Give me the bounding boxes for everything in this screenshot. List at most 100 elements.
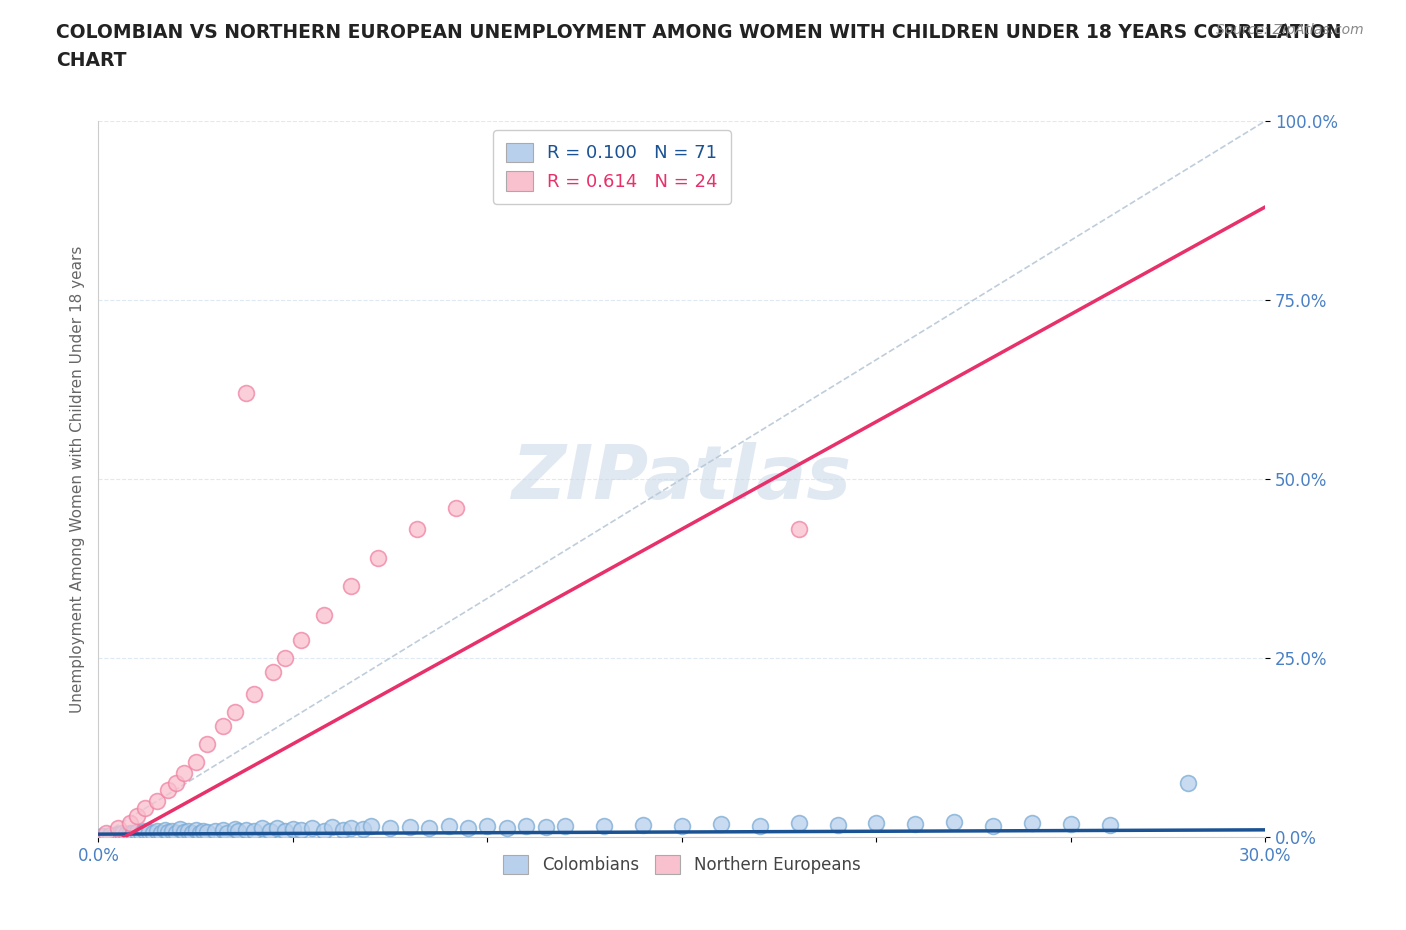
Point [129, 825, 152, 840]
Point [943, 815, 966, 830]
Point [224, 704, 246, 719]
Point [904, 817, 927, 831]
Point [228, 824, 250, 839]
Point [127, 808, 149, 823]
Point [787, 522, 810, 537]
Point [122, 826, 145, 841]
Point [340, 578, 363, 594]
Point [332, 822, 354, 837]
Point [1098, 817, 1121, 832]
Point [496, 820, 519, 835]
Point [360, 818, 382, 833]
Point [406, 522, 429, 537]
Point [457, 821, 479, 836]
Point [1021, 816, 1043, 830]
Text: Source: ZipAtlas.com: Source: ZipAtlas.com [1216, 23, 1364, 37]
Point [266, 820, 288, 835]
Point [138, 825, 160, 840]
Point [243, 823, 266, 838]
Point [215, 825, 238, 840]
Point [534, 819, 557, 834]
Point [243, 686, 266, 701]
Point [193, 824, 215, 839]
Point [398, 819, 420, 834]
Legend: Colombians, Northern Europeans: Colombians, Northern Europeans [495, 847, 869, 883]
Point [134, 801, 156, 816]
Point [321, 819, 343, 834]
Point [180, 825, 202, 840]
Point [710, 817, 733, 831]
Point [259, 824, 281, 839]
Point [593, 818, 616, 833]
Point [1177, 776, 1199, 790]
Point [477, 818, 499, 833]
Point [127, 825, 149, 840]
Point [107, 821, 129, 836]
Point [301, 820, 323, 835]
Point [162, 824, 184, 839]
Point [111, 826, 134, 841]
Point [204, 823, 226, 838]
Point [281, 822, 304, 837]
Point [142, 826, 165, 841]
Point [134, 824, 156, 839]
Point [865, 816, 887, 830]
Point [184, 822, 207, 837]
Point [274, 823, 297, 838]
Point [165, 825, 187, 840]
Point [153, 822, 176, 837]
Point [290, 632, 312, 647]
Point [981, 818, 1004, 833]
Point [367, 551, 389, 565]
Point [235, 386, 257, 401]
Point [827, 817, 849, 832]
Point [554, 818, 576, 833]
Point [188, 826, 211, 841]
Y-axis label: Unemployment Among Women with Children Under 18 years: Unemployment Among Women with Children U… [69, 246, 84, 712]
Point [235, 822, 257, 837]
Point [184, 754, 207, 769]
Point [262, 665, 284, 680]
Point [274, 651, 297, 666]
Point [212, 719, 235, 734]
Point [748, 818, 770, 833]
Point [352, 822, 374, 837]
Point [157, 825, 180, 840]
Point [96, 826, 118, 841]
Point [787, 816, 810, 830]
Point [146, 794, 169, 809]
Point [446, 500, 468, 515]
Point [340, 821, 363, 836]
Point [1060, 817, 1083, 831]
Point [418, 820, 440, 835]
Point [312, 823, 335, 838]
Point [114, 827, 136, 842]
Point [149, 825, 172, 840]
Point [312, 607, 335, 622]
Point [195, 737, 218, 751]
Point [195, 825, 218, 840]
Text: ZIPatlas: ZIPatlas [512, 443, 852, 515]
Text: COLOMBIAN VS NORTHERN EUROPEAN UNEMPLOYMENT AMONG WOMEN WITH CHILDREN UNDER 18 Y: COLOMBIAN VS NORTHERN EUROPEAN UNEMPLOYM… [56, 23, 1341, 42]
Point [671, 818, 693, 833]
Point [250, 821, 273, 836]
Point [118, 825, 141, 840]
Point [91, 829, 114, 844]
Point [146, 823, 169, 838]
Point [98, 828, 121, 843]
Point [631, 817, 654, 832]
Point [169, 822, 191, 837]
Point [437, 818, 460, 833]
Point [177, 823, 200, 838]
Point [212, 822, 235, 837]
Point [380, 821, 402, 836]
Point [290, 822, 312, 837]
Text: CHART: CHART [56, 51, 127, 70]
Point [107, 827, 129, 842]
Point [118, 816, 141, 830]
Point [173, 825, 195, 840]
Point [157, 783, 180, 798]
Point [224, 822, 246, 837]
Point [165, 776, 187, 790]
Point [173, 765, 195, 780]
